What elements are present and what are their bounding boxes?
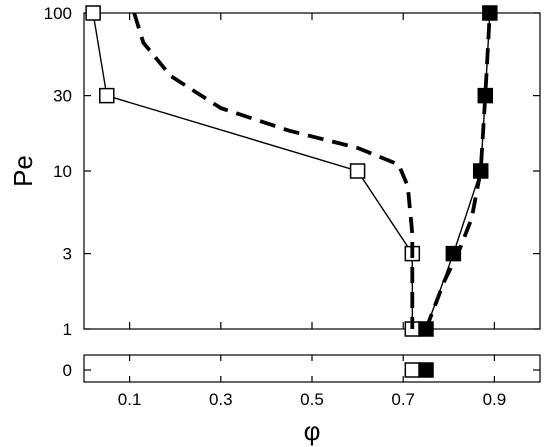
series-2-dashed-line (132, 12, 415, 329)
x-tick-label: 0.1 (118, 390, 142, 409)
y-tick-label: 1 (63, 320, 72, 339)
open-square-marker (99, 87, 115, 104)
x-tick-label: 0.7 (391, 390, 415, 409)
y-tick-label: 10 (53, 162, 72, 181)
y-axis-label: Pe (8, 155, 38, 187)
open-square-marker (404, 362, 421, 378)
y-tick-label: 3 (63, 245, 72, 264)
y-tick-label: 30 (53, 87, 72, 106)
x-tick-label: 0.9 (483, 390, 507, 409)
y-tick-label-zero: 0 (63, 361, 72, 380)
filled-square-marker (482, 5, 498, 21)
series-layer (85, 5, 498, 378)
x-tick-label: 0.3 (209, 390, 233, 409)
open-square-marker (349, 163, 366, 179)
main-panel-frame (83, 12, 541, 330)
zero-pe-panel: 0.1 0.3 0.5 0.7 0.9 (83, 354, 541, 409)
main-plot-panel: 1 3 10 30 100 (44, 4, 541, 339)
y-tick-label: 100 (44, 4, 72, 23)
labels-layer: φ Pe 0 (8, 155, 320, 446)
x-tick-label: 0.5 (300, 390, 324, 409)
x-axis-label: φ (304, 416, 321, 446)
filled-square-marker (418, 362, 434, 378)
open-square-marker (85, 5, 101, 21)
series-3-dashed-line (424, 12, 492, 330)
